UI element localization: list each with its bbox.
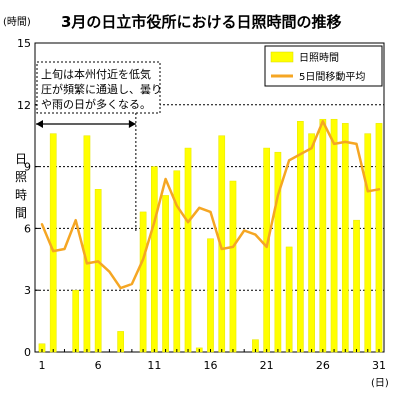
bar bbox=[285, 246, 293, 353]
annotation-range-arrow bbox=[36, 113, 137, 232]
bar-series bbox=[38, 118, 383, 353]
x-tick-label: 6 bbox=[95, 359, 102, 372]
y-unit-label: (時間) bbox=[3, 16, 31, 28]
legend-line-label: 5日間移動平均 bbox=[299, 70, 365, 83]
x-tick-label: 31 bbox=[372, 359, 386, 372]
y-tick-label: 6 bbox=[24, 222, 31, 235]
bar bbox=[94, 189, 102, 353]
bar bbox=[184, 147, 192, 353]
bar bbox=[319, 118, 327, 353]
y-tick-label: 0 bbox=[24, 346, 31, 359]
annotation-line: 圧が頻繁に通過し、曇り bbox=[41, 82, 162, 96]
y-axis-title: 日 照 時 間 bbox=[15, 152, 27, 220]
annotation-line: や雨の日が多くなる。 bbox=[41, 97, 151, 111]
y-axis-title-char: 照 bbox=[15, 170, 27, 184]
y-tick-label: 9 bbox=[24, 161, 31, 174]
x-tick-label: 11 bbox=[147, 359, 161, 372]
bar bbox=[364, 133, 372, 353]
y-tick-label: 12 bbox=[17, 99, 31, 112]
legend: 日照時間 5日間移動平均 bbox=[264, 45, 383, 87]
x-unit-label: (日) bbox=[371, 378, 389, 389]
line-series bbox=[40, 120, 381, 290]
x-tick-label: 1 bbox=[39, 359, 46, 372]
bar bbox=[139, 211, 147, 353]
bar bbox=[274, 151, 282, 353]
y-axis-title-char: 間 bbox=[15, 206, 27, 220]
legend-bar-label: 日照時間 bbox=[299, 52, 339, 64]
bar bbox=[330, 118, 338, 353]
y-tick-label: 3 bbox=[24, 284, 31, 297]
legend-bar-swatch bbox=[270, 51, 294, 63]
annotation-line: 上旬は本州付近を低気 bbox=[41, 67, 151, 81]
moving-average-line bbox=[40, 120, 381, 290]
y-axis-title-char: 日 bbox=[15, 152, 27, 166]
range-arrow-head-right bbox=[128, 120, 136, 128]
range-arrow-head-left bbox=[36, 120, 43, 128]
bar bbox=[83, 135, 91, 353]
chart-title: 3月の日立市役所における日照時間の推移 bbox=[61, 13, 341, 31]
bar bbox=[308, 133, 315, 353]
x-tick-label: 26 bbox=[316, 359, 330, 372]
x-tick-label: 21 bbox=[260, 359, 274, 372]
bar bbox=[150, 166, 158, 353]
bar bbox=[353, 219, 360, 353]
annotation: 上旬は本州付近を低気 圧が頻繁に通過し、曇り や雨の日が多くなる。 bbox=[36, 61, 162, 114]
y-tick-label: 15 bbox=[17, 37, 31, 50]
bar bbox=[207, 238, 214, 353]
y-axis-title-char: 時 bbox=[15, 188, 27, 202]
bar bbox=[341, 123, 349, 353]
bar bbox=[162, 195, 169, 353]
x-tick-label: 16 bbox=[204, 359, 218, 372]
annotation-box bbox=[36, 61, 161, 114]
bar bbox=[229, 180, 237, 353]
y-ticks: 0 3 6 9 12 15 bbox=[17, 37, 39, 359]
bar bbox=[72, 289, 80, 353]
bar bbox=[375, 123, 383, 353]
bar bbox=[263, 147, 271, 353]
bar bbox=[117, 331, 124, 353]
x-ticks: 1 6 11 16 21 26 31 bbox=[39, 349, 386, 372]
